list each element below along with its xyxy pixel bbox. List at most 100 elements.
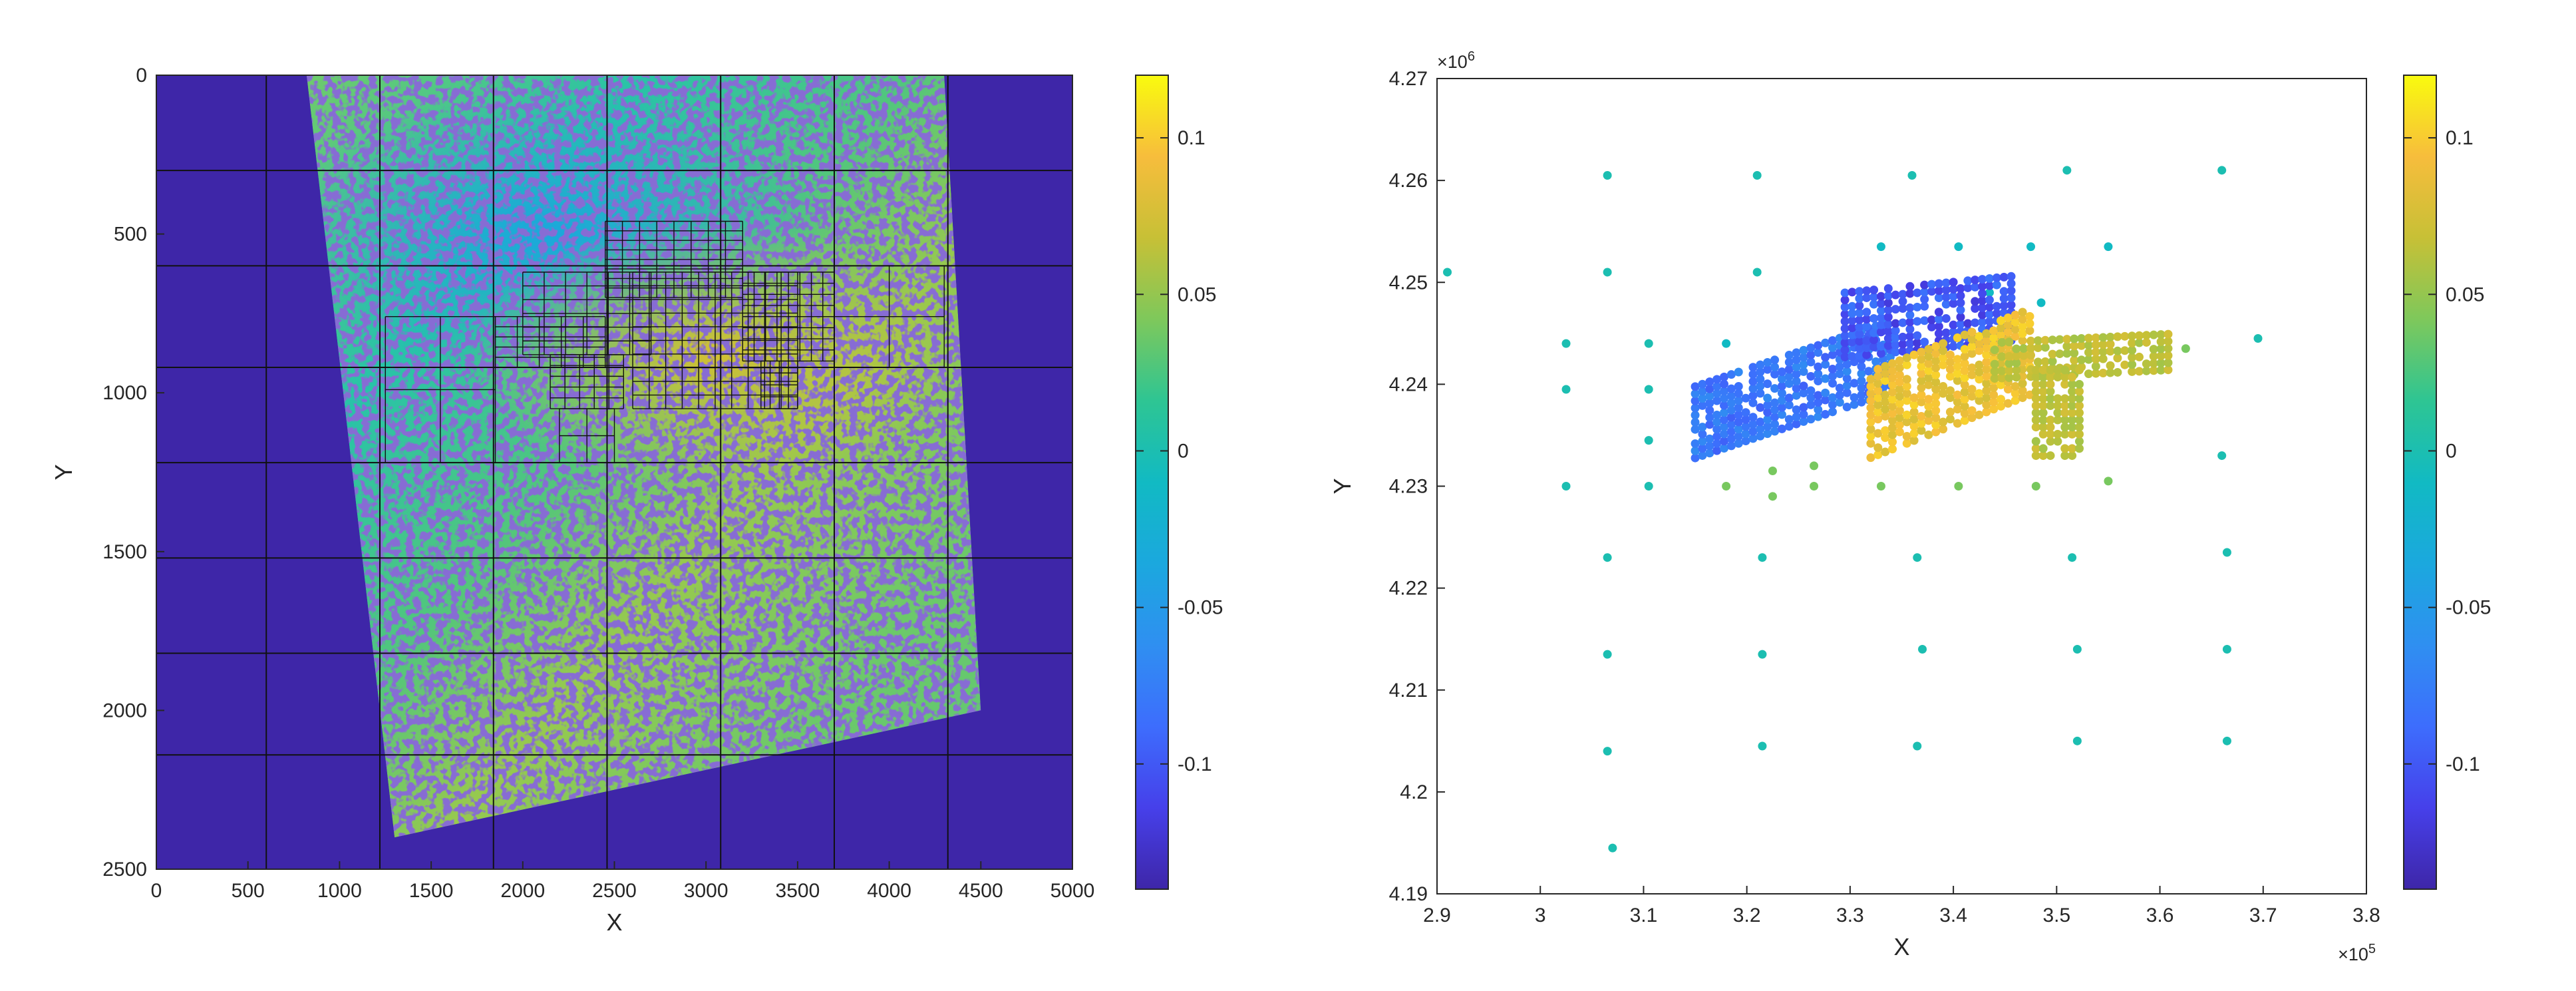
scatter-point [1931,341,1941,351]
scatter-point [2055,349,2064,359]
scatter-point [1945,350,1955,359]
scatter-point [1644,339,1653,348]
scatter-point [1734,367,1743,377]
scatter-point [1752,268,1762,277]
scatter-point [1997,352,2007,361]
scatter-point [2018,336,2027,345]
scatter-point [1934,321,1943,331]
scatter-x-exponent: ×105 [2338,942,2376,964]
scatter-point [1770,413,1780,422]
scatter-point [2074,423,2084,432]
scatter-point [1931,427,1941,437]
scatter-point [1603,170,1612,180]
scatter-point [1909,400,1919,409]
scatter-point [2005,337,2014,347]
heatmap-x-tick-label: 5000 [1050,880,1095,902]
scatter-point [1902,375,1911,384]
scatter-point [1939,346,1948,355]
scatter-point [1999,272,2009,282]
scatter-point [1848,288,1857,297]
scatter-y-tick-label: 4.24 [1389,373,1428,395]
scatter-point [1690,417,1700,427]
scatter-point [1855,287,1864,296]
scatter-point [1828,343,1838,352]
scatter-point [1842,359,1852,369]
scatter-point [1997,373,2007,383]
scatter-point [1726,427,1736,436]
scatter-point [1770,398,1780,407]
scatter-point [1748,363,1758,372]
scatter-point [1748,391,1758,401]
scatter-point [1784,372,1794,381]
scatter-point [2135,352,2144,361]
scatter-point [1975,389,1984,398]
scatter-point [2005,373,2014,382]
scatter-point [2113,332,2122,341]
scatter-point [2222,645,2231,654]
scatter-point [1954,482,1963,491]
scatter-point [1931,356,1941,365]
scatter-point [1909,415,1919,424]
heatmap-y-tick-label: 1000 [102,382,147,404]
scatter-point [2164,365,2173,375]
scatter-point [1876,341,1885,351]
scatter-point [1763,407,1772,417]
scatter-point [1873,415,1883,424]
scatter-point [1705,449,1714,458]
scatter-point [2060,365,2070,375]
scatter-point [2068,429,2077,439]
scatter-point [1982,357,1991,367]
scatter-point [2098,340,2108,349]
scatter-point [1924,380,1933,389]
scatter-point [2060,444,2070,453]
scatter-point [2046,437,2055,446]
scatter-point [1909,350,1919,359]
scatter-point [2142,359,2151,369]
scatter-point [2098,333,2108,342]
scatter-colorbar-tick-label: 0 [2446,440,2457,462]
scatter-point [1888,423,1897,433]
scatter-point [2031,379,2040,389]
scatter-point [1603,553,1612,562]
scatter-point [1992,280,2001,290]
scatter-point [1924,401,1933,411]
scatter-point [2046,429,2055,439]
scatter-point [2018,393,2027,403]
scatter-point [1876,327,1885,337]
scatter-point [1869,314,1879,323]
scatter-point [1895,377,1904,387]
scatter-point [2038,387,2048,396]
scatter-point [1902,389,1911,398]
scatter-point [2053,373,2062,382]
scatter-point [2033,357,2042,367]
scatter-point [1909,407,1919,417]
scatter-point [1971,276,1980,285]
scatter-point [1763,422,1772,431]
scatter-point [1763,401,1772,410]
heatmap-x-tick-label: 2500 [592,880,637,902]
scatter-point [1888,401,1897,411]
scatter-point [1705,413,1714,422]
scatter-point [2142,331,2151,340]
scatter-point [1726,405,1736,415]
scatter-point [1967,327,1977,337]
scatter-point [1945,407,1955,417]
scatter-point [1931,413,1941,423]
scatter-point [1866,417,1875,427]
scatter-point [2003,385,2012,394]
scatter-point [2026,343,2036,353]
scatter-point [1814,377,1823,386]
scatter-point [1883,305,1893,315]
scatter-point [1917,383,1926,393]
scatter-point [2068,401,2077,411]
scatter-point [1866,389,1875,398]
scatter-x-tick-label: 3 [1535,904,1546,926]
scatter-point [1917,347,1926,357]
scatter-point [1763,415,1772,424]
scatter-point [1975,346,1984,355]
scatter-point [1960,330,1969,339]
heatmap-panel: 0 500 1000 1500 2000 2500 3000 3500 4000 4500 5000… [50,65,1223,936]
scatter-point [2031,444,2040,453]
scatter-point [1909,429,1919,438]
scatter-point [1909,393,1919,403]
